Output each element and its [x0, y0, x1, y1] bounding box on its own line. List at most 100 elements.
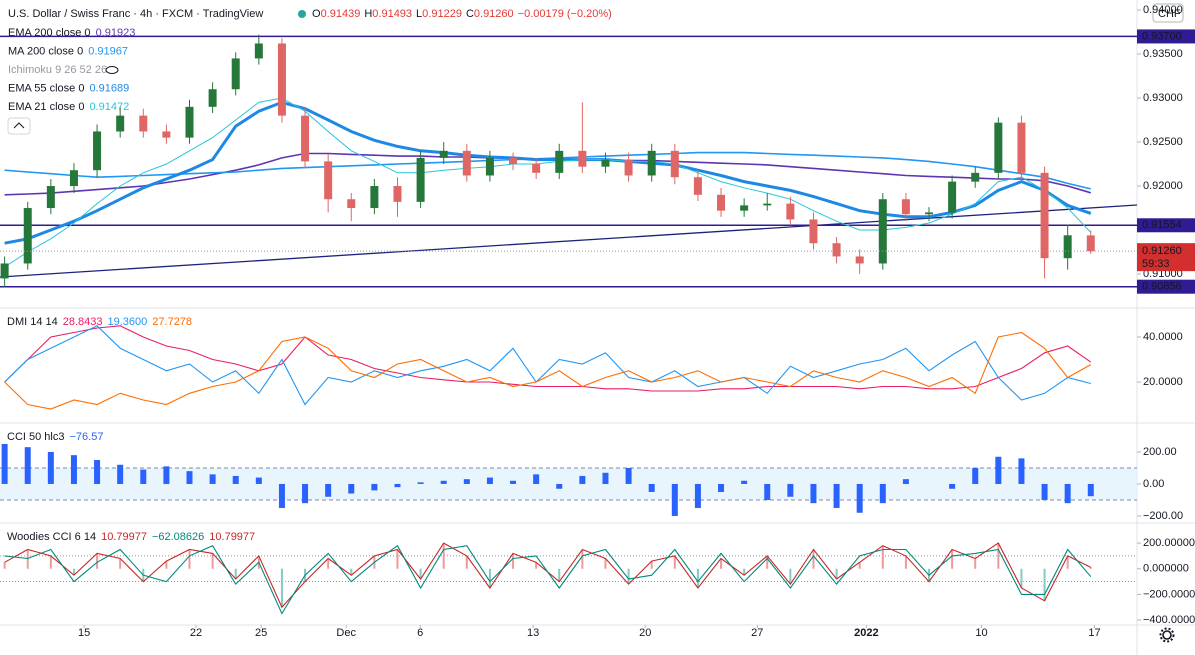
candle-body [1063, 235, 1072, 259]
candle-body [901, 199, 910, 215]
pane-legend-value: 10.79977 [101, 531, 147, 543]
histogram-bar [743, 568, 746, 576]
y-tick-label: 0.93000 [1143, 92, 1183, 104]
histogram-bar [951, 549, 954, 569]
histogram-bar [766, 555, 769, 569]
legend-entry: EMA 200 close 0 0.91923 [8, 27, 135, 39]
pane-legend-value: 28.8433 [63, 316, 103, 328]
histogram-bar [278, 483, 285, 508]
histogram-bar [117, 464, 124, 484]
indicator-line [4, 331, 1092, 410]
indicator-line [4, 325, 1092, 392]
histogram-bar [1, 443, 8, 484]
histogram-bar [604, 558, 607, 569]
histogram-bar [787, 483, 794, 497]
histogram-bar [835, 568, 838, 579]
pane-legend-value: 27.7278 [152, 316, 192, 328]
candle-body [93, 131, 102, 171]
x-tick-label: 22 [190, 627, 202, 639]
histogram-bar [581, 549, 584, 569]
histogram-bar [350, 568, 353, 576]
candle-body [832, 243, 841, 257]
histogram-bar [856, 483, 863, 513]
candle-body [1086, 235, 1095, 252]
histogram-bar [3, 562, 6, 569]
histogram-bar [812, 549, 815, 569]
histogram-bar [625, 467, 632, 484]
settings-icon[interactable] [1159, 627, 1175, 643]
histogram-bar [255, 477, 262, 484]
ohlc-change: −0.00179 (−0.20%) [518, 8, 612, 20]
header: U.S. Dollar / Swiss Franc · 4h · FXCM · … [8, 8, 612, 20]
level-tag [1137, 218, 1195, 233]
candle-body [647, 150, 656, 176]
ohlc-key: L [416, 8, 422, 20]
ohlc-value: 0.91493 [372, 8, 412, 20]
candle-body [254, 43, 263, 59]
ohlc-key: H [364, 8, 372, 20]
histogram-bar [671, 483, 678, 516]
candle-body [532, 164, 541, 173]
candle-body [347, 199, 356, 209]
last-price-label: 0.91260 [1142, 245, 1182, 257]
candle-body [439, 150, 448, 158]
countdown: 59:33 [1142, 258, 1170, 270]
y-tick-label: 0.94000 [1143, 4, 1183, 16]
histogram-bar [119, 558, 122, 569]
histogram-bar [280, 568, 283, 608]
visibility-icon [105, 66, 119, 74]
legend-label: EMA 55 close 0 [8, 82, 84, 94]
x-tick-label: 6 [417, 627, 423, 639]
ohlc-key: O [312, 8, 321, 20]
histogram-bar [396, 549, 399, 569]
histogram-bar [1020, 568, 1023, 588]
histogram-bar [558, 568, 561, 582]
histogram-bar [1043, 568, 1046, 601]
cci-band [0, 467, 1137, 500]
x-tick-label: 13 [527, 627, 539, 639]
x-tick-label: Dec [336, 627, 356, 639]
candle-body [670, 150, 679, 178]
histogram-bar [764, 483, 771, 500]
histogram-bar [327, 558, 330, 569]
histogram-bar [302, 483, 309, 504]
candle-body [624, 159, 633, 176]
histogram-bar [465, 555, 468, 569]
candle-body [555, 150, 564, 173]
histogram-bar [419, 568, 422, 579]
x-tick-label: 2022 [854, 627, 878, 639]
histogram-bar [858, 562, 861, 569]
histogram-bar [165, 561, 168, 569]
histogram-bar [902, 479, 909, 484]
candle-body [786, 203, 795, 220]
candle-body [277, 43, 286, 116]
candle-body [1040, 172, 1049, 259]
histogram-bar [535, 562, 538, 569]
histogram-bar [579, 475, 586, 484]
pane-legend: DMI 14 14 28.8433 19.3600 27.7278 [7, 316, 192, 328]
histogram-bar [24, 447, 31, 484]
y-tick-label: 0.92000 [1143, 180, 1183, 192]
histogram-bar [556, 483, 563, 489]
candle-body [139, 115, 148, 132]
histogram-bar [394, 483, 401, 488]
currency-button[interactable] [1152, 3, 1184, 23]
histogram-bar [1064, 483, 1071, 504]
histogram-bar [234, 568, 237, 579]
histogram-bar [26, 549, 29, 569]
legend-value: 0.91923 [96, 27, 136, 39]
pane-legend: CCI 50 hlc3 −76.57 [7, 431, 103, 443]
legend-value: 0.91689 [89, 82, 129, 94]
histogram-bar [94, 459, 101, 484]
histogram-bar [650, 561, 653, 569]
candle-body [948, 181, 957, 213]
candle-body [485, 157, 494, 176]
y-tick-label: 0.00 [1143, 478, 1164, 490]
indicator-line [4, 544, 1092, 615]
histogram-bar [486, 477, 493, 484]
candle-body [462, 150, 471, 176]
histogram-bar [1087, 483, 1094, 497]
ohlc-value: 0.91260 [474, 8, 514, 20]
collapse-button[interactable] [7, 117, 31, 135]
